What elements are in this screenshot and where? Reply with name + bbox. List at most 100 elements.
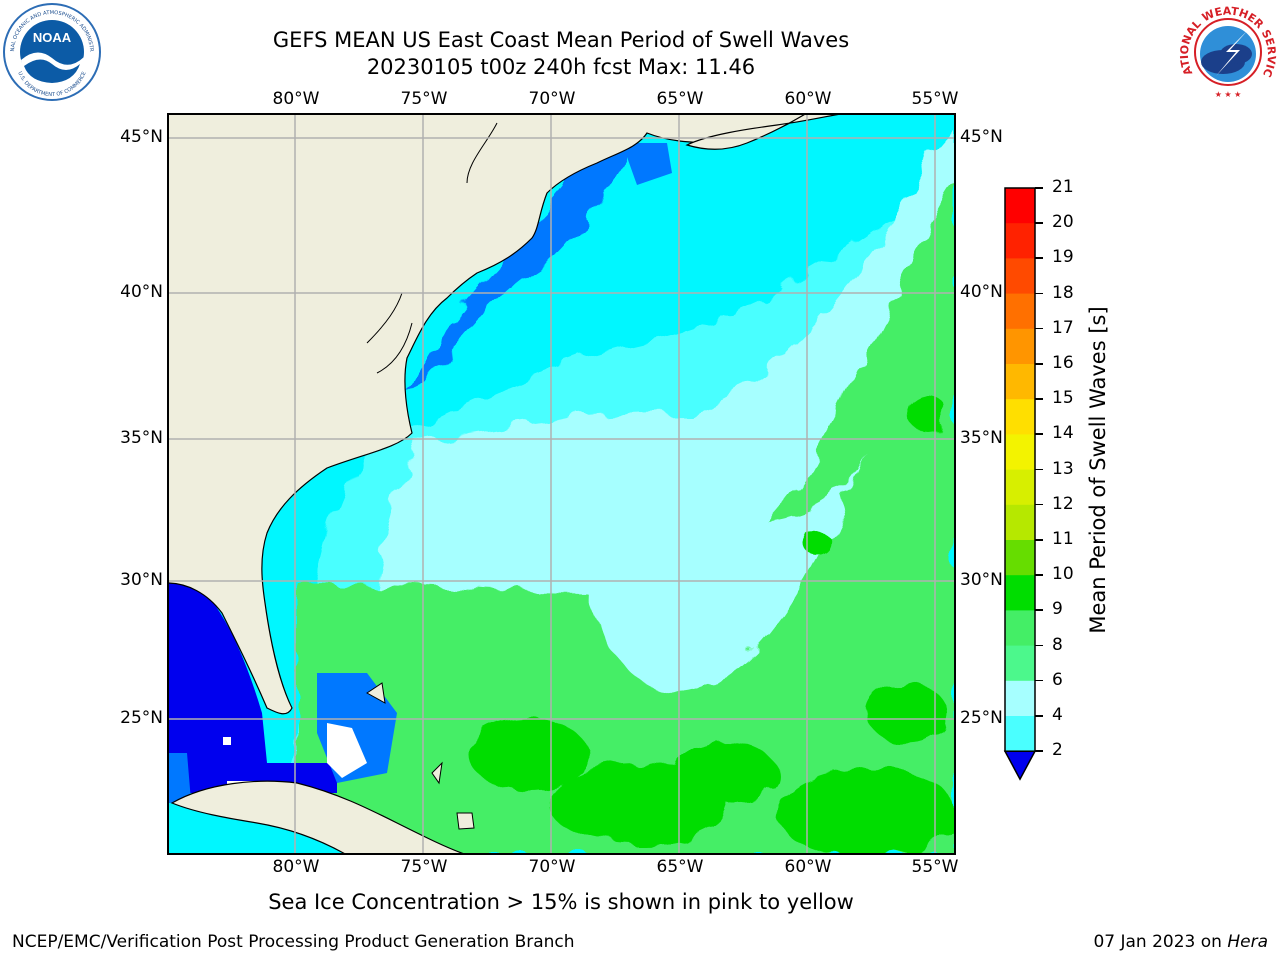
colorbar-tick-label: 10 bbox=[1052, 564, 1074, 585]
swell-band-9-10-upper bbox=[587, 453, 867, 693]
colorbar-tick-mark bbox=[1035, 609, 1043, 611]
colorbar-tick-label: 2 bbox=[1052, 740, 1063, 761]
colorbar-segment bbox=[1005, 399, 1035, 435]
sea-ice-caption: Sea Ice Concentration > 15% is shown in … bbox=[268, 890, 854, 914]
chart-subtitle: 20230105 t00z 240h fcst Max: 11.46 bbox=[366, 55, 756, 79]
colorbar-tick-mark bbox=[1035, 327, 1043, 330]
colorbar-tick-mark bbox=[1035, 363, 1043, 365]
colorbar-tick-label: 15 bbox=[1052, 388, 1074, 409]
colorbar-segment bbox=[1005, 364, 1035, 400]
colorbar-tick-mark bbox=[1035, 222, 1043, 224]
colorbar-segment bbox=[1005, 610, 1035, 647]
caribbean-band-4-6 bbox=[169, 803, 344, 853]
footer-credit: NCEP/EMC/Verification Post Processing Pr… bbox=[12, 932, 575, 952]
colorbar-segment bbox=[1005, 328, 1035, 365]
lat-label-right-30n: 30°N bbox=[960, 570, 1003, 590]
colorbar-tick-mark bbox=[1035, 715, 1043, 717]
colorbar-segment bbox=[1005, 504, 1035, 541]
colorbar-segment bbox=[1005, 188, 1035, 224]
colorbar-label: Mean Period of Swell Waves [s] bbox=[1086, 306, 1110, 634]
bahamas-white bbox=[327, 723, 367, 778]
colorbar-tick-label: 4 bbox=[1052, 705, 1063, 725]
svg-text:★ ★ ★: ★ ★ ★ bbox=[1215, 90, 1242, 99]
lon-label-top-70w: 70°W bbox=[528, 89, 576, 109]
land-cuba bbox=[170, 780, 464, 853]
colorbar-tick-mark bbox=[1035, 574, 1043, 576]
lon-label-bottom-60w: 60°W bbox=[784, 857, 832, 877]
colorbar-tick-label: 21 bbox=[1052, 177, 1074, 197]
colorbar-segment bbox=[1005, 469, 1035, 506]
colorbar-segment bbox=[1005, 540, 1035, 576]
colorbar-tick-mark bbox=[1035, 539, 1043, 541]
colorbar-tick-label: 17 bbox=[1052, 317, 1074, 338]
colorbar-segment bbox=[1005, 680, 1035, 717]
lat-label-left-30n: 30°N bbox=[120, 570, 163, 590]
colorbar-tick-label: 14 bbox=[1052, 423, 1074, 444]
colorbar-tick-mark bbox=[1035, 679, 1043, 682]
lon-label-bottom-80w: 80°W bbox=[272, 857, 320, 877]
lat-label-left-35n: 35°N bbox=[120, 428, 163, 448]
graticule bbox=[169, 115, 954, 853]
colorbar-tick-mark bbox=[1035, 187, 1043, 189]
nws-logo: NATIONAL WEATHER SERVICE ★ ★ ★ bbox=[1178, 2, 1278, 102]
coastal-inlets bbox=[366, 122, 498, 374]
colorbar-segment bbox=[1005, 223, 1035, 259]
lon-label-bottom-75w: 75°W bbox=[400, 857, 448, 877]
footer-host: Hera bbox=[1227, 932, 1268, 952]
caribbean-islands bbox=[366, 682, 475, 830]
swell-band-9-10 bbox=[297, 185, 954, 853]
colorbar-extend-triangle bbox=[1003, 750, 1037, 781]
swell-band-10-11 bbox=[467, 395, 954, 853]
colorbar-segment bbox=[1005, 575, 1035, 611]
colorbar-tick-label: 16 bbox=[1052, 353, 1074, 373]
lon-label-top-65w: 65°W bbox=[656, 89, 704, 109]
colorbar-tick-label: 11 bbox=[1052, 529, 1074, 549]
colorbar bbox=[1000, 186, 1040, 786]
lat-label-right-35n: 35°N bbox=[960, 428, 1003, 448]
colorbar-tick-mark bbox=[1035, 503, 1043, 506]
colorbar-tick-mark bbox=[1035, 433, 1043, 435]
swell-band-2-4-coast bbox=[407, 133, 637, 393]
colorbar-tick-label: 20 bbox=[1052, 212, 1074, 233]
map-panel bbox=[167, 113, 956, 855]
lon-label-top-60w: 60°W bbox=[784, 89, 832, 109]
colorbar-tick-label: 19 bbox=[1052, 247, 1074, 268]
noaa-logo: NOAA NATIONAL OCEANIC AND ATMOSPHERIC AD… bbox=[2, 2, 102, 102]
colorbar-tick-label: 6 bbox=[1052, 669, 1063, 690]
footer-date-text: 07 Jan 2023 on bbox=[1093, 932, 1228, 952]
lon-label-top-80w: 80°W bbox=[272, 89, 320, 109]
colorbar-tick-label: 13 bbox=[1052, 458, 1074, 479]
colorbar-segment bbox=[1005, 434, 1035, 471]
colorbar-tick-mark bbox=[1035, 398, 1043, 400]
lon-label-bottom-65w: 65°W bbox=[656, 857, 704, 877]
lat-label-left-45n: 45°N bbox=[120, 127, 163, 147]
colorbar-tick-mark bbox=[1035, 468, 1043, 471]
colorbar-tick-label: 18 bbox=[1052, 282, 1074, 303]
land-nova-scotia bbox=[685, 115, 839, 150]
colorbar-segment bbox=[1005, 293, 1035, 330]
lon-label-top-55w: 55°W bbox=[911, 89, 959, 109]
lat-label-left-40n: 40°N bbox=[120, 282, 163, 302]
chart-title: GEFS MEAN US East Coast Mean Period of S… bbox=[272, 28, 850, 52]
lat-label-right-45n: 45°N bbox=[960, 127, 1003, 147]
lat-label-left-25n: 25°N bbox=[120, 708, 163, 728]
colorbar-tick-label: 9 bbox=[1052, 599, 1063, 620]
lon-label-top-75w: 75°W bbox=[400, 89, 448, 109]
lon-label-bottom-70w: 70°W bbox=[528, 857, 576, 877]
swell-band-2-4-bay bbox=[622, 143, 672, 185]
colorbar-segment bbox=[1005, 645, 1035, 682]
footer-date: 07 Jan 2023 on Hera bbox=[1093, 932, 1268, 952]
gulf-low-period bbox=[169, 583, 337, 793]
colorbar-tick-mark bbox=[1035, 292, 1043, 295]
colorbar-tick-label: 12 bbox=[1052, 493, 1074, 514]
lat-label-right-40n: 40°N bbox=[960, 282, 1003, 302]
lon-label-bottom-55w: 55°W bbox=[911, 857, 959, 877]
lat-label-right-25n: 25°N bbox=[960, 708, 1003, 728]
colorbar-segment bbox=[1005, 258, 1035, 295]
map-frame bbox=[167, 113, 956, 855]
colorbar-tick-label: 8 bbox=[1052, 634, 1063, 655]
colorbar-tick-mark bbox=[1035, 750, 1043, 752]
land-north-america bbox=[169, 115, 805, 715]
noaa-logo-wordmark: NOAA bbox=[33, 30, 72, 45]
colorbar-tick-mark bbox=[1035, 257, 1043, 259]
